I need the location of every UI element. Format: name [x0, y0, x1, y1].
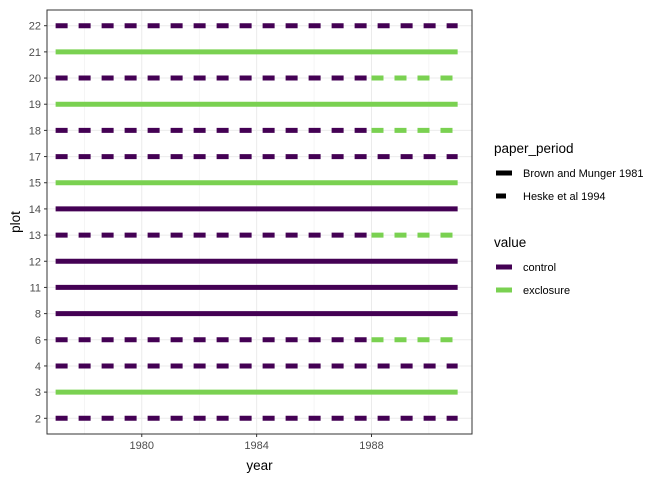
x-tick-label: 1984: [244, 440, 268, 452]
y-tick-label: 22: [29, 21, 41, 33]
legend-label: control: [523, 262, 556, 274]
y-tick-label: 11: [30, 282, 41, 294]
y-tick-label: 12: [29, 256, 41, 268]
legend-title: value: [494, 235, 526, 250]
legend-label: Brown and Munger 1981: [523, 168, 643, 180]
y-tick-label: 6: [35, 335, 41, 347]
x-tick-label: 1980: [130, 440, 154, 452]
x-axis-title: year: [246, 458, 273, 473]
axis-layer: 1980 1984 1988 2 3 4 6 8 11 12 13 14 15 17 18 19 20 21 22: [29, 21, 384, 452]
x-tick-label: 1988: [359, 440, 383, 452]
y-axis-title: plot: [8, 211, 23, 233]
y-tick-label: 8: [35, 309, 41, 321]
y-tick-label: 20: [29, 73, 41, 85]
legend-title: paper_period: [494, 141, 574, 156]
y-tick-label: 21: [29, 47, 41, 59]
legend-layer: paper_period Brown and Munger 1981 Heske e…: [494, 141, 643, 297]
panel-border: [46, 9, 473, 435]
y-tick-label: 14: [29, 204, 41, 216]
y-tick-label: 17: [29, 152, 41, 164]
y-tick-label: 13: [29, 230, 41, 242]
y-tick-label: 19: [29, 99, 41, 111]
legend-label: exclosure: [523, 285, 570, 297]
y-tick-label: 4: [35, 361, 41, 373]
y-tick-label: 3: [35, 387, 41, 399]
legend-label: Heske et al 1994: [523, 191, 606, 203]
series-layer: [55, 23, 458, 421]
y-tick-label: 15: [29, 178, 41, 190]
y-tick-label: 18: [29, 125, 41, 137]
y-tick-label: 2: [35, 413, 41, 425]
